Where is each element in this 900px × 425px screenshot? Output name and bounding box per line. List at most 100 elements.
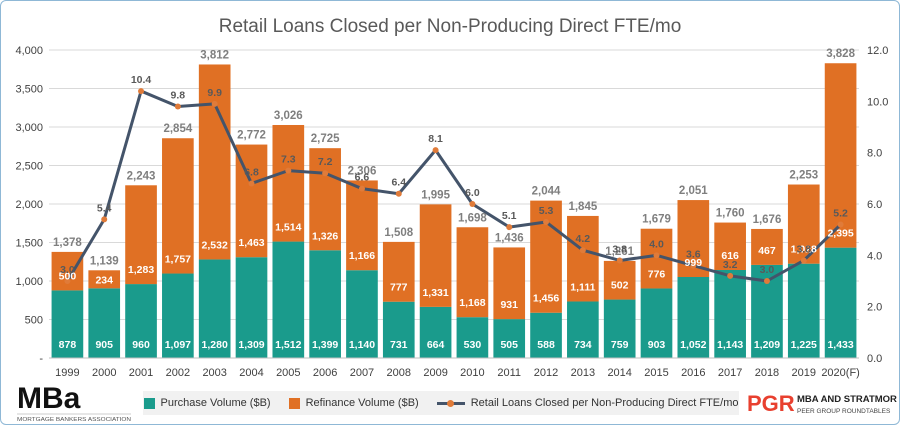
purchase-value-label: 731 [390, 339, 408, 351]
y-tick-label: - [39, 353, 43, 365]
ratio-value-label: 3.2 [723, 259, 738, 271]
total-value-label: 1,995 [421, 189, 450, 201]
ratio-value-label: 8.1 [428, 133, 443, 145]
refinance-value-label: 931 [500, 299, 518, 311]
bars [51, 63, 857, 358]
refinance-value-label: 999 [685, 257, 703, 269]
total-value-label: 1,508 [384, 227, 413, 239]
total-value-label: 2,044 [532, 186, 561, 198]
ratio-value-label: 5.3 [539, 205, 554, 217]
purchase-value-label: 1,052 [680, 339, 706, 351]
ratio-marker [395, 190, 402, 197]
mba-logo: MBa MORTGAGE BANKERS ASSOCIATION [17, 382, 131, 423]
refinance-value-label: 1,166 [349, 250, 375, 262]
purchase-value-label: 1,433 [827, 339, 853, 351]
y-tick-label: 1,500 [15, 238, 43, 250]
ratio-value-label: 3.8 [796, 243, 811, 255]
total-value-label: 2,306 [348, 165, 377, 177]
pgr-logo: PGR MBA AND STRATMOR PEER GROUP ROUNDTAB… [747, 391, 897, 416]
purchase-bar [125, 284, 157, 358]
x-tick-label: 2018 [755, 367, 779, 379]
legend-item-line: Retail Loans Closed per Non-Producing Di… [436, 397, 739, 409]
x-tick-label: 2017 [718, 367, 742, 379]
refinance-bar [419, 204, 452, 307]
ratio-value-label: 3.6 [686, 249, 701, 261]
total-value-label: 1,676 [753, 214, 782, 226]
purchase-bar [272, 241, 305, 358]
ratio-value-label: 4.0 [649, 238, 664, 250]
purchase-bar [493, 319, 526, 358]
total-value-label: 2,253 [789, 170, 818, 182]
y2-tick-label: 12.0 [867, 45, 888, 57]
legend-label-purchase: Purchase Volume ($B) [160, 397, 271, 409]
y2-tick-label: 4.0 [867, 250, 882, 262]
legend-item-refinance: Refinance Volume ($B) [288, 397, 419, 409]
total-value-label: 3,812 [200, 49, 229, 61]
purchase-bar [640, 288, 673, 358]
total-value-label: 2,243 [127, 170, 156, 182]
legend-label-line: Retail Loans Closed per Non-Producing Di… [470, 397, 739, 409]
ratio-value-label: 5.2 [833, 208, 848, 220]
ratio-value-label: 6.8 [244, 166, 259, 178]
purchase-bar [456, 317, 489, 358]
purchase-value-label: 505 [500, 339, 518, 351]
refinance-value-label: 2,532 [202, 239, 228, 251]
x-tick-label: 1999 [55, 367, 79, 379]
refinance-bar [346, 180, 378, 271]
total-value-label: 1,698 [458, 212, 487, 224]
ratio-marker [358, 185, 365, 192]
ratio-value-label: 6.0 [465, 187, 480, 199]
legend-swatch-purchase [143, 397, 155, 409]
purchase-bar [530, 312, 562, 358]
ratio-value-label: 9.8 [171, 89, 186, 101]
y-tick-label: 3,000 [15, 122, 43, 134]
refinance-bar [125, 185, 157, 285]
refinance-bar [198, 64, 231, 260]
total-value-label: 2,051 [679, 185, 708, 197]
x-tick-label: 2002 [166, 367, 190, 379]
total-value-label: 2,725 [311, 133, 340, 145]
purchase-bar [309, 250, 341, 358]
refinance-value-label: 1,514 [275, 222, 301, 234]
y2-tick-label: 6.0 [867, 199, 882, 211]
purchase-bar [382, 301, 415, 358]
refinance-value-label: 1,757 [165, 254, 191, 266]
refinance-bar [162, 138, 194, 274]
axes: - 500 1,000 1,500 2,000 2,500 3,000 3,500 4,000 0… [15, 45, 888, 379]
y-tick-label: 1,000 [15, 276, 43, 288]
x-tick-label: 2003 [202, 367, 226, 379]
refinance-bar [272, 124, 305, 242]
ratio-value-label: 10.4 [131, 74, 152, 86]
total-value-label: 2,772 [237, 130, 266, 142]
ratio-value-label: 5.4 [97, 202, 112, 214]
y2-tick-label: 10.0 [867, 96, 888, 108]
refinance-bar [751, 228, 783, 265]
legend-swatch-line [436, 398, 465, 409]
purchase-value-label: 530 [464, 339, 482, 351]
total-value-label: 1,436 [495, 232, 524, 244]
legend-label-refinance: Refinance Volume ($B) [305, 397, 419, 409]
purchase-value-label: 1,097 [165, 339, 191, 351]
purchase-value-label: 1,209 [754, 339, 780, 351]
y-tick-label: 2,000 [15, 199, 43, 211]
ratio-value-label: 7.3 [281, 154, 296, 166]
total-value-label: 3,828 [826, 48, 855, 60]
refinance-value-label: 1,326 [312, 230, 338, 242]
purchase-value-label: 1,309 [238, 339, 264, 351]
ratio-marker [616, 257, 623, 264]
total-value-label: 2,854 [163, 123, 192, 135]
purchase-value-label: 1,512 [275, 339, 301, 351]
refinance-value-label: 1,111 [570, 281, 595, 293]
refinance-bar [493, 247, 526, 320]
refinance-bar [456, 227, 489, 318]
mba-logo-mark: MBa [17, 382, 81, 415]
ratio-value-label: 3.8 [612, 243, 627, 255]
purchase-value-label: 588 [537, 339, 555, 351]
ratio-marker [101, 216, 108, 223]
purchase-value-label: 878 [59, 339, 77, 351]
purchase-bar [346, 270, 378, 358]
refinance-bar [603, 260, 636, 300]
ratio-value-label: 5.1 [502, 210, 517, 222]
refinance-value-label: 500 [59, 270, 77, 282]
refinance-value-label: 234 [95, 274, 113, 286]
